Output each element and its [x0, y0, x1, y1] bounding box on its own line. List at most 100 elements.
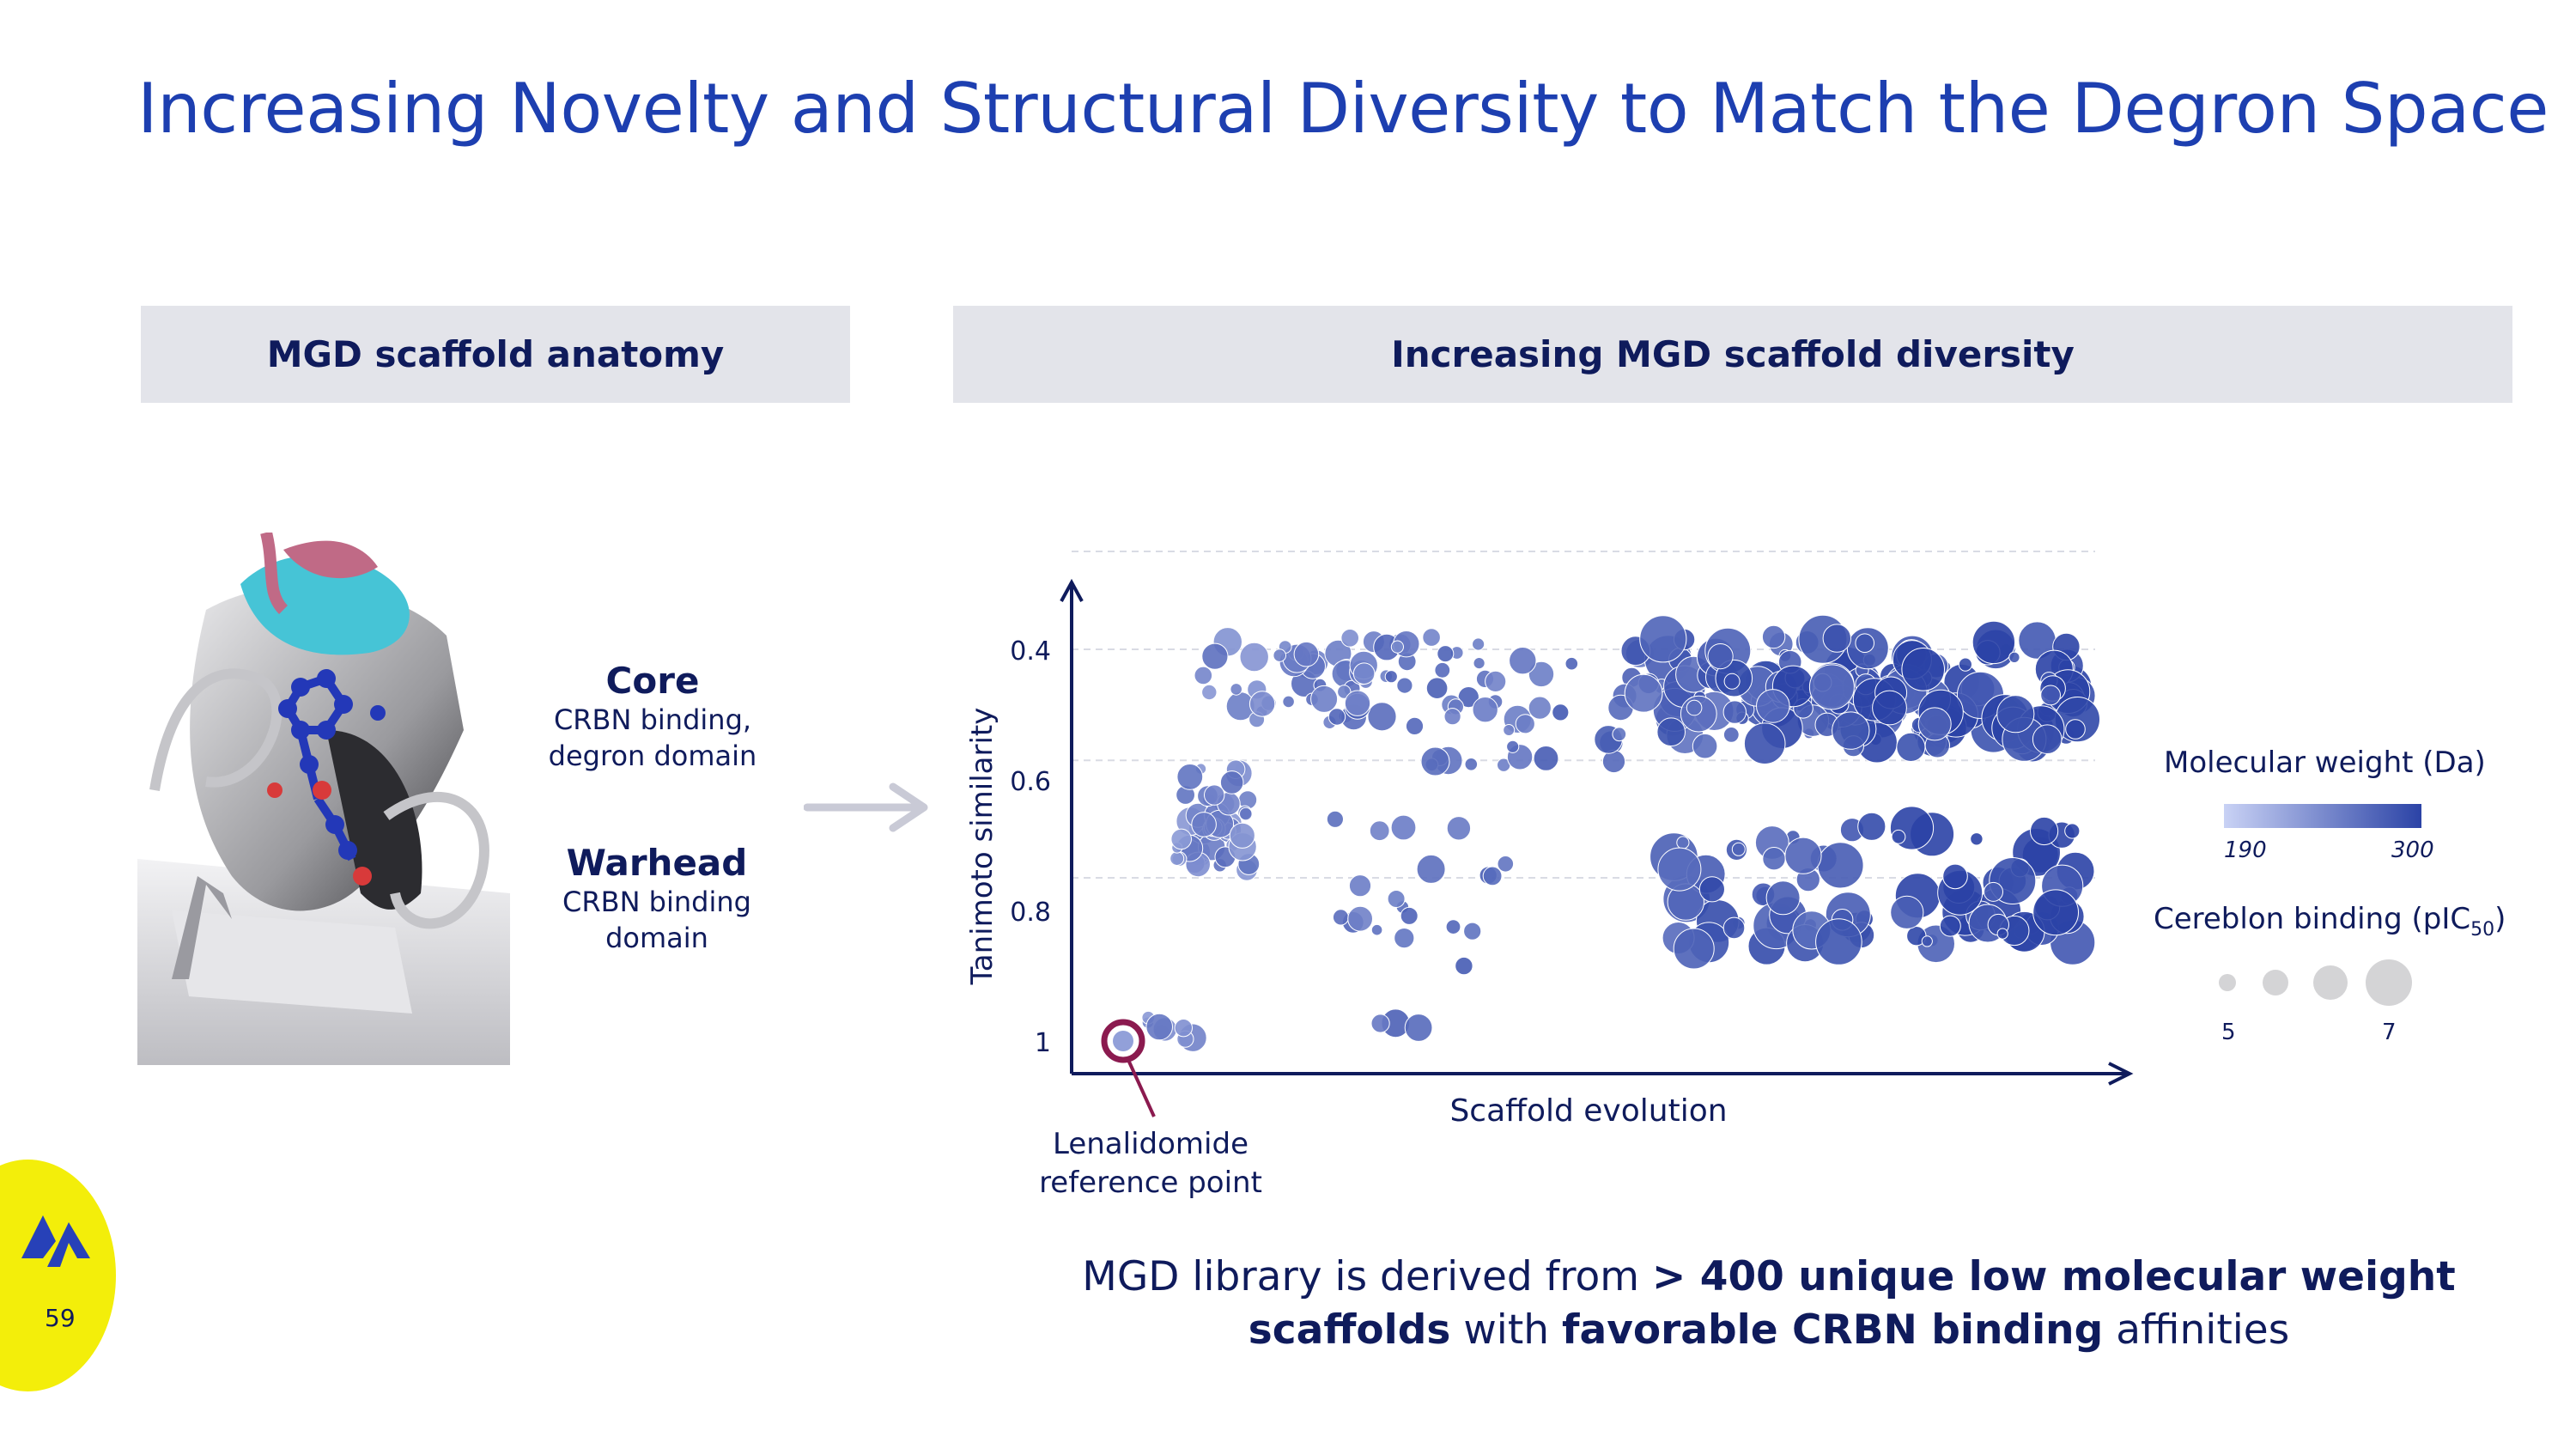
scaffold-point — [1722, 727, 1740, 743]
scaffold-point — [1723, 673, 1741, 690]
ligand-molecule — [267, 669, 386, 886]
scaffold-point — [2032, 889, 2079, 936]
scaffold-point — [1656, 717, 1686, 747]
y-axis-label: Tanimoto similarity — [965, 708, 999, 986]
scaffold-point — [1552, 703, 1570, 721]
scaffold-point — [1443, 708, 1461, 726]
chart-axes — [1060, 578, 2134, 1086]
crbn-title-suffix: ) — [2494, 902, 2506, 936]
scaffold-point — [1676, 836, 1690, 849]
scaffold-point — [1463, 922, 1482, 941]
scaffold-point — [1384, 670, 1398, 684]
scaffold-point — [1722, 700, 1747, 724]
scaffold-point — [1509, 647, 1537, 675]
scaffold-point — [1996, 695, 2035, 734]
footer-text-2: with — [1450, 1306, 1563, 1354]
left-panel-header: MGD scaffold anatomy — [141, 306, 850, 403]
y-tick-label: 1 — [1035, 1028, 1051, 1058]
scaffold-point — [1176, 764, 1204, 790]
scaffold-point — [1917, 707, 1952, 741]
scaffold-point — [1996, 928, 2008, 940]
scaffold-point — [1390, 640, 1405, 654]
scaffold-point — [1891, 829, 1906, 844]
size-min-label: 5 — [2221, 1020, 2236, 1045]
scaffold-point — [1293, 641, 1320, 667]
scaffold-point — [1822, 624, 1852, 653]
chart-points — [1113, 614, 2101, 1052]
scaffold-point — [1528, 696, 1552, 720]
crbn-title-prefix: Cereblon binding (pIC — [2154, 902, 2471, 936]
scaffold-point — [1445, 919, 1461, 935]
scaffold-point — [1170, 851, 1185, 866]
x-axis-label: Scaffold evolution — [1449, 1093, 1727, 1129]
mw-max-label: 300 — [2391, 837, 2434, 863]
right-arrow-icon — [804, 782, 928, 832]
scaffold-point — [1942, 863, 1968, 890]
scaffold-point — [1756, 689, 1790, 723]
scaffold-point — [1762, 847, 1786, 871]
scaffold-point — [1400, 906, 1419, 925]
reference-annotation-1: Lenalidomide — [1053, 1127, 1249, 1161]
scaffold-point — [1497, 855, 1515, 873]
y-tick-label: 0.8 — [1010, 898, 1051, 928]
scaffold-point — [1761, 624, 1786, 649]
company-logo-icon — [21, 1215, 90, 1267]
size-max-label: 7 — [2382, 1020, 2397, 1045]
scaffold-point — [1249, 691, 1276, 717]
y-tick-label: 0.6 — [1010, 767, 1051, 797]
scaffold-point — [1533, 746, 1559, 771]
scaffold-point — [1239, 807, 1253, 821]
scaffold-point — [1896, 732, 1926, 762]
scaffold-point — [1437, 645, 1455, 663]
scaffold-point — [1698, 876, 1726, 903]
scaffold-point — [1984, 881, 2003, 902]
scaffold-point — [1170, 828, 1193, 850]
scaffold-point — [1327, 708, 1346, 726]
footer-bold-1: > 400 unique low molecular weight — [1652, 1253, 2456, 1300]
scaffold-point — [1229, 822, 1255, 849]
scaffold-point — [1485, 670, 1507, 692]
scaffold-point — [1515, 714, 1535, 734]
mw-min-label: 190 — [2224, 837, 2267, 863]
scaffold-point — [1230, 683, 1243, 696]
core-desc-1: CRBN binding, — [553, 703, 752, 736]
scaffold-point — [1282, 695, 1295, 709]
size-legend-circle — [2313, 965, 2348, 1000]
scaffold-point — [1784, 837, 1822, 874]
scaffold-point — [1273, 648, 1287, 662]
scaffold-point — [1473, 657, 1485, 670]
reference-point-ring — [1101, 1019, 1145, 1063]
scaffold-point — [1472, 697, 1498, 723]
mw-colorbar: 190 300 — [2224, 804, 2434, 863]
scaffold-point — [1901, 648, 1945, 691]
scaffold-point — [1326, 810, 1344, 828]
scaffold-diversity-chart: 0.4 0.6 0.8 1 Tanimoto similarity Scaffold … — [965, 551, 2134, 1200]
x-axis-arrow — [2108, 1062, 2134, 1086]
scaffold-point — [1673, 928, 1715, 970]
reference-annotation-2: reference point — [1039, 1166, 1262, 1200]
reference-point-leader — [1127, 1059, 1156, 1117]
scaffold-point — [1692, 733, 1718, 759]
scaffold-point — [1464, 758, 1479, 771]
scaffold-point — [1201, 684, 1218, 701]
crbn-size-legend: 5 7 — [2219, 959, 2412, 1045]
scaffold-point — [1390, 814, 1417, 841]
size-legend-circle — [2366, 959, 2412, 1006]
scaffold-point — [1731, 842, 1746, 856]
scaffold-point — [1855, 633, 1874, 653]
reference-point — [1113, 1031, 1133, 1051]
scaffold-point — [1310, 685, 1339, 713]
core-desc-2: degron domain — [548, 740, 757, 772]
scaffold-point — [1743, 722, 1786, 765]
right-panel-header: Increasing MGD scaffold diversity — [953, 306, 2512, 403]
scaffold-point — [1971, 620, 2016, 665]
scaffold-point — [1446, 816, 1472, 841]
scaffold-point — [1344, 690, 1371, 716]
y-tick-label: 0.4 — [1010, 636, 1051, 667]
y-tick-labels: 0.4 0.6 0.8 1 — [1010, 636, 1051, 1058]
scaffold-point — [1204, 784, 1225, 806]
scaffold-point — [1191, 812, 1217, 837]
footer-text-1: MGD library is derived from — [1082, 1253, 1652, 1300]
scaffold-point — [1639, 615, 1687, 663]
core-label: Core CRBN binding, degron domain — [524, 660, 781, 774]
